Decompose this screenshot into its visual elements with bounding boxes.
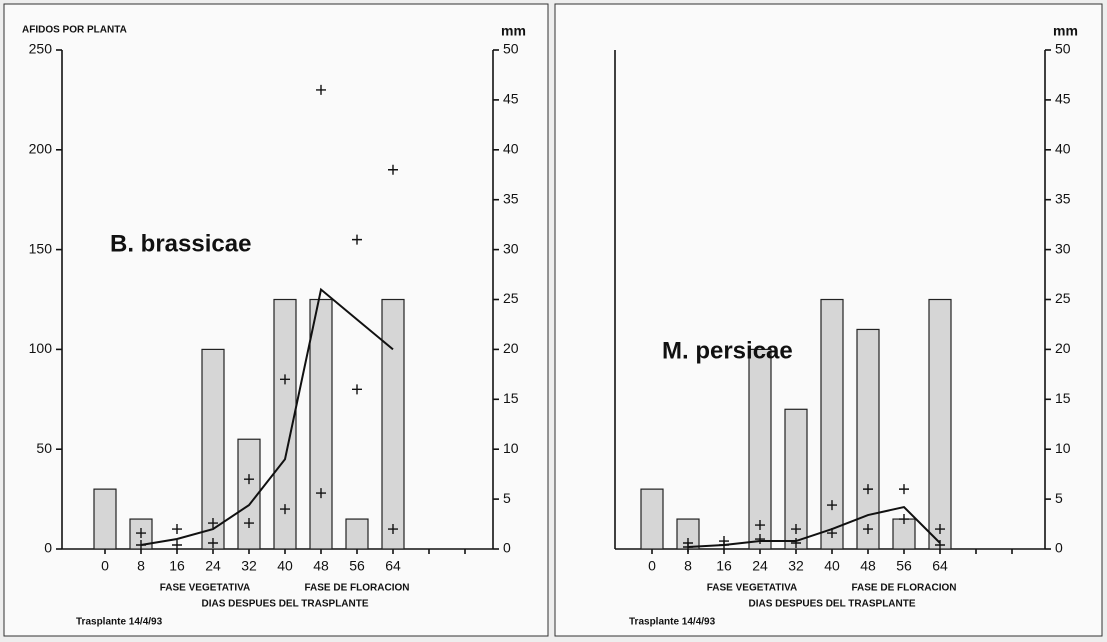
y2-tick-label: 5 [1055, 490, 1063, 506]
y2-tick-label: 20 [1055, 340, 1071, 356]
x-tick-label: 48 [313, 558, 329, 574]
y-tick-label: 200 [29, 141, 53, 157]
y2-tick-label: 25 [1055, 290, 1071, 306]
bar [749, 349, 771, 549]
bar [94, 489, 116, 549]
phase-label: FASE VEGETATIVA [160, 583, 251, 594]
bar [821, 300, 843, 550]
y2-tick-label: 10 [503, 440, 519, 456]
note: Trasplante 14/4/93 [76, 617, 163, 628]
x-tick-label: 0 [648, 558, 656, 574]
y2-tick-label: 30 [1055, 240, 1071, 256]
bar [929, 300, 951, 550]
y2-axis-label: mm [501, 23, 526, 39]
x-tick-label: 56 [896, 558, 912, 574]
x-tick-label: 40 [277, 558, 293, 574]
x-tick-label: 24 [752, 558, 768, 574]
y2-axis-label: mm [1053, 23, 1078, 39]
phase-label: FASE DE FLORACION [851, 583, 956, 594]
bar [641, 489, 663, 549]
y2-tick-label: 0 [1055, 540, 1063, 556]
x-tick-label: 64 [932, 558, 948, 574]
chart-title: M. persicae [662, 337, 793, 364]
x-tick-label: 56 [349, 558, 365, 574]
x-tick-label: 16 [169, 558, 185, 574]
note: Trasplante 14/4/93 [629, 617, 716, 628]
y2-tick-label: 45 [503, 91, 519, 107]
x-tick-label: 40 [824, 558, 840, 574]
y-tick-label: 150 [29, 240, 53, 256]
x-tick-label: 0 [101, 558, 109, 574]
y-tick-label: 250 [29, 41, 53, 57]
x-tick-label: 48 [860, 558, 876, 574]
x-tick-label: 64 [385, 558, 401, 574]
x-tick-label: 24 [205, 558, 221, 574]
figure: 05010015020025005101520253035404550AFIDO… [0, 0, 1107, 642]
x-axis-label: DIAS DESPUES DEL TRASPLANTE [201, 599, 368, 610]
y2-tick-label: 10 [1055, 440, 1071, 456]
bar [310, 300, 332, 550]
bar [346, 519, 368, 549]
y2-tick-label: 45 [1055, 91, 1071, 107]
phase-label: FASE DE FLORACION [304, 583, 409, 594]
y2-tick-label: 40 [1055, 141, 1071, 157]
phase-label: FASE VEGETATIVA [707, 583, 798, 594]
y2-tick-label: 30 [503, 240, 519, 256]
y2-tick-label: 35 [1055, 190, 1071, 206]
y2-tick-label: 35 [503, 190, 519, 206]
y-tick-label: 50 [36, 440, 52, 456]
x-tick-label: 32 [241, 558, 257, 574]
y2-tick-label: 5 [503, 490, 511, 506]
x-tick-label: 32 [788, 558, 804, 574]
bar [382, 300, 404, 550]
x-tick-label: 16 [716, 558, 732, 574]
y2-tick-label: 20 [503, 340, 519, 356]
x-tick-label: 8 [137, 558, 145, 574]
chart-title: B. brassicae [110, 230, 251, 257]
y2-tick-label: 50 [503, 41, 519, 57]
y2-tick-label: 15 [503, 390, 519, 406]
x-tick-label: 8 [684, 558, 692, 574]
y-axis-label: AFIDOS POR PLANTA [22, 25, 127, 36]
y2-tick-label: 0 [503, 540, 511, 556]
y2-tick-label: 40 [503, 141, 519, 157]
y2-tick-label: 25 [503, 290, 519, 306]
y2-tick-label: 50 [1055, 41, 1071, 57]
y2-tick-label: 15 [1055, 390, 1071, 406]
y-tick-label: 100 [29, 340, 53, 356]
y-tick-label: 0 [44, 540, 52, 556]
x-axis-label: DIAS DESPUES DEL TRASPLANTE [748, 599, 915, 610]
